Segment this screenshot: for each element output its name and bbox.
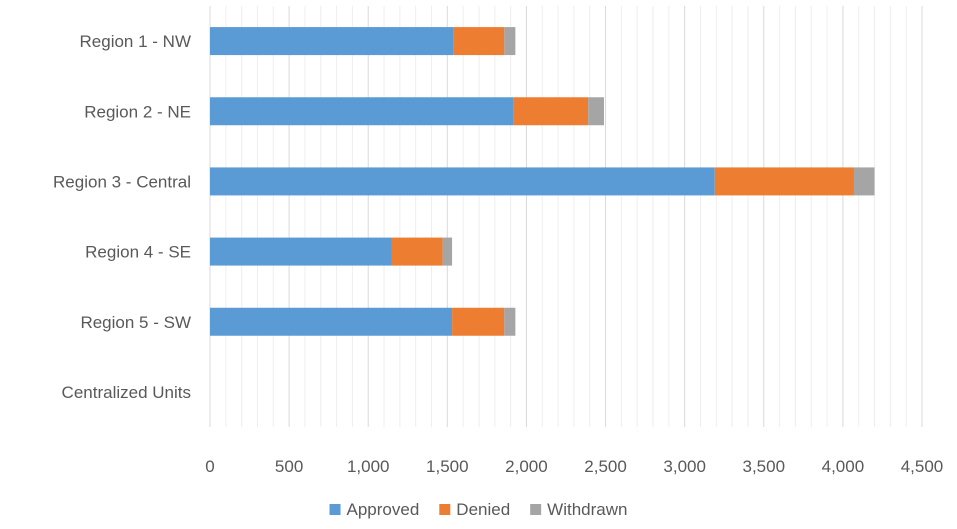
x-tick-label: 2,500 bbox=[584, 457, 627, 476]
bar-withdrawn-4 bbox=[442, 237, 453, 266]
gridlines bbox=[209, 6, 923, 427]
category-label: Region 3 - Central bbox=[53, 172, 191, 191]
legend-label-approved: Approved bbox=[347, 500, 420, 519]
x-tick-label: 4,500 bbox=[901, 457, 944, 476]
bar-withdrawn-3 bbox=[853, 167, 875, 196]
x-tick-label: 3,000 bbox=[663, 457, 706, 476]
legend-swatch-approved bbox=[329, 504, 341, 515]
legend-swatch-denied bbox=[439, 504, 451, 515]
category-label: Region 4 - SE bbox=[85, 243, 191, 262]
value-axis-tick-labels: 0 500 1,000 1,500 2,000 2,500 3,000 3,500 4,000 4… bbox=[205, 457, 943, 476]
x-tick-label: 4,000 bbox=[822, 457, 865, 476]
category-axis-labels: Region 1 - NW Region 2 - NE Region 3 - Cen… bbox=[53, 32, 191, 402]
bar-denied-5 bbox=[452, 307, 505, 336]
x-tick-label: 0 bbox=[205, 457, 214, 476]
category-label: Region 2 - NE bbox=[84, 102, 191, 121]
x-tick-label: 2,000 bbox=[505, 457, 548, 476]
bar-withdrawn-5 bbox=[504, 307, 516, 336]
x-tick-label: 500 bbox=[275, 457, 303, 476]
legend: Approved Denied Withdrawn bbox=[329, 500, 627, 519]
legend-label-withdrawn: Withdrawn bbox=[547, 500, 627, 519]
bar-denied-3 bbox=[714, 167, 854, 196]
category-label: Region 5 - SW bbox=[80, 313, 191, 332]
bar-approved-4 bbox=[210, 237, 392, 266]
bar-withdrawn-1 bbox=[504, 27, 516, 56]
legend-label-denied: Denied bbox=[456, 500, 510, 519]
bar-approved-3 bbox=[210, 167, 715, 196]
bar-denied-4 bbox=[391, 237, 443, 266]
x-tick-label: 1,000 bbox=[347, 457, 390, 476]
x-tick-label: 1,500 bbox=[426, 457, 469, 476]
bar-denied-2 bbox=[513, 97, 589, 126]
bar-approved-1 bbox=[210, 27, 454, 56]
bar-withdrawn-2 bbox=[588, 97, 604, 126]
category-label: Centralized Units bbox=[62, 383, 191, 402]
bar-approved-2 bbox=[210, 97, 514, 126]
category-label: Region 1 - NW bbox=[80, 32, 191, 51]
bar-approved-5 bbox=[210, 307, 453, 336]
bar-area bbox=[210, 27, 875, 336]
bar-denied-1 bbox=[453, 27, 505, 56]
x-tick-label: 3,500 bbox=[743, 457, 786, 476]
legend-swatch-withdrawn bbox=[530, 504, 542, 515]
